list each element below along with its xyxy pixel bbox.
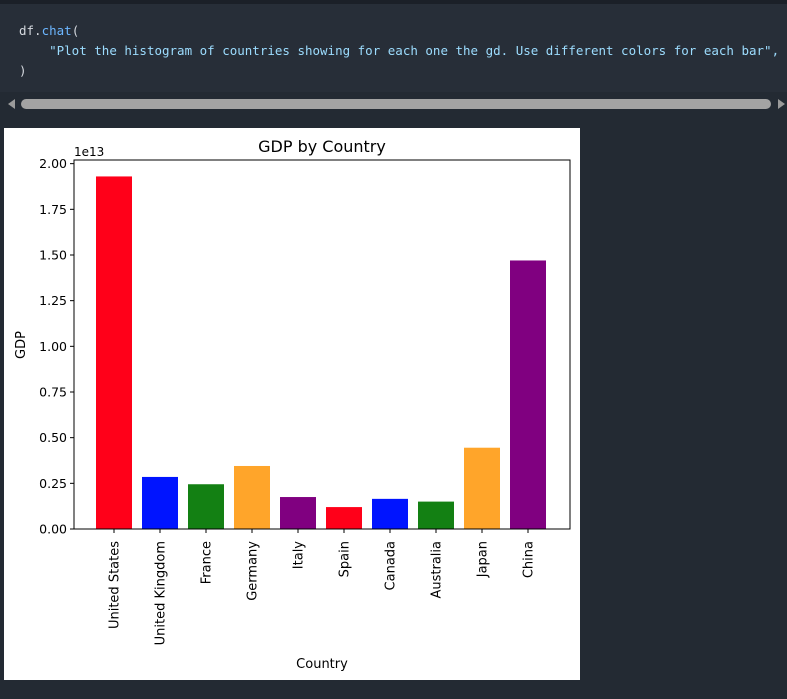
x-tick-label: Australia <box>430 541 445 599</box>
scroll-right-arrow-icon[interactable] <box>778 99 785 109</box>
y-tick-label: 0.00 <box>39 522 67 537</box>
x-axis-label: Country <box>296 657 348 672</box>
chart-title: GDP by Country <box>258 137 386 156</box>
bar-germany <box>234 465 270 529</box>
y-tick-label: 1.50 <box>39 247 67 262</box>
x-tick-label: Germany <box>246 541 261 601</box>
x-tick-label: Canada <box>384 541 399 590</box>
x-tick-label: United States <box>108 541 123 629</box>
bar-japan <box>464 447 500 529</box>
code-prompt-string: "Plot the histogram of countries showing… <box>49 43 780 58</box>
bar-united-states <box>96 176 132 529</box>
code-object: df. <box>19 23 42 38</box>
y-tick-label: 0.25 <box>39 476 67 491</box>
y-tick-label: 2.00 <box>39 156 67 171</box>
code-line-1: df.chat( <box>19 23 79 39</box>
y-tick-label: 1.00 <box>39 339 67 354</box>
chart-figure: GDP by Country 1e13 GDP Country 0.00 0.25… <box>4 128 580 680</box>
bar-france <box>188 484 224 529</box>
x-tick-label: China <box>522 541 537 578</box>
bar-australia <box>418 501 454 529</box>
x-tick-label: France <box>200 541 215 584</box>
y-tick-label: 0.50 <box>39 430 67 445</box>
bar-chart: GDP by Country 1e13 GDP Country 0.00 0.25… <box>14 137 571 672</box>
code-cell[interactable]: df.chat( "Plot the histogram of countrie… <box>0 4 787 92</box>
scroll-left-arrow-icon[interactable] <box>8 99 15 109</box>
bars-group <box>96 176 546 529</box>
code-open-paren: ( <box>71 23 80 38</box>
x-tick-label: United Kingdom <box>154 541 169 645</box>
y-tick-label: 0.75 <box>39 384 67 399</box>
bar-italy <box>280 497 316 529</box>
bar-spain <box>326 507 362 529</box>
y-offset-label: 1e13 <box>74 145 104 159</box>
code-function: chat <box>41 23 72 38</box>
code-line-3: ) <box>19 63 27 78</box>
y-ticks-group: 0.00 0.25 0.50 0.75 1.00 1.25 1.50 1.75 2.00 <box>39 156 74 537</box>
horizontal-scrollbar[interactable] <box>0 96 787 112</box>
bar-united-kingdom <box>142 476 178 529</box>
bar-china <box>510 260 546 529</box>
bar-canada <box>372 498 408 529</box>
y-axis-label: GDP <box>14 331 29 359</box>
top-strip <box>0 0 787 4</box>
scrollbar-thumb[interactable] <box>21 99 771 109</box>
x-ticks-group: United States United Kingdom France Germany… <box>108 529 537 645</box>
y-tick-label: 1.25 <box>39 293 67 308</box>
axes-frame <box>73 159 571 530</box>
x-tick-label: Italy <box>292 541 307 570</box>
x-tick-label: Spain <box>338 541 353 577</box>
y-tick-label: 1.75 <box>39 202 67 217</box>
x-tick-label: Japan <box>476 541 491 578</box>
code-line-2: "Plot the histogram of countries showing… <box>19 43 779 59</box>
